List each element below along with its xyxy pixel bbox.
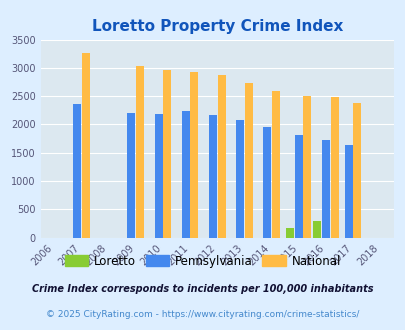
Bar	[73, 104, 81, 238]
Bar	[163, 70, 171, 238]
Bar	[286, 228, 293, 238]
Text: Crime Index corresponds to incidents per 100,000 inhabitants: Crime Index corresponds to incidents per…	[32, 284, 373, 294]
Bar	[321, 140, 329, 238]
Text: © 2025 CityRating.com - https://www.cityrating.com/crime-statistics/: © 2025 CityRating.com - https://www.city…	[46, 310, 359, 319]
Bar	[303, 96, 311, 238]
Bar	[330, 97, 338, 238]
Bar	[181, 112, 189, 238]
Bar	[235, 120, 243, 238]
Bar	[190, 72, 198, 238]
Legend: Loretto, Pennsylvania, National: Loretto, Pennsylvania, National	[60, 250, 345, 273]
Bar	[127, 113, 135, 238]
Bar	[312, 221, 320, 238]
Bar	[244, 83, 252, 238]
Bar	[352, 103, 360, 238]
Bar	[271, 90, 279, 238]
Bar	[154, 114, 162, 238]
Bar	[208, 115, 216, 238]
Bar	[217, 75, 225, 238]
Bar	[81, 53, 90, 238]
Title: Loretto Property Crime Index: Loretto Property Crime Index	[91, 19, 342, 34]
Bar	[136, 66, 144, 238]
Bar	[294, 135, 302, 238]
Bar	[262, 127, 271, 238]
Bar	[344, 146, 352, 238]
